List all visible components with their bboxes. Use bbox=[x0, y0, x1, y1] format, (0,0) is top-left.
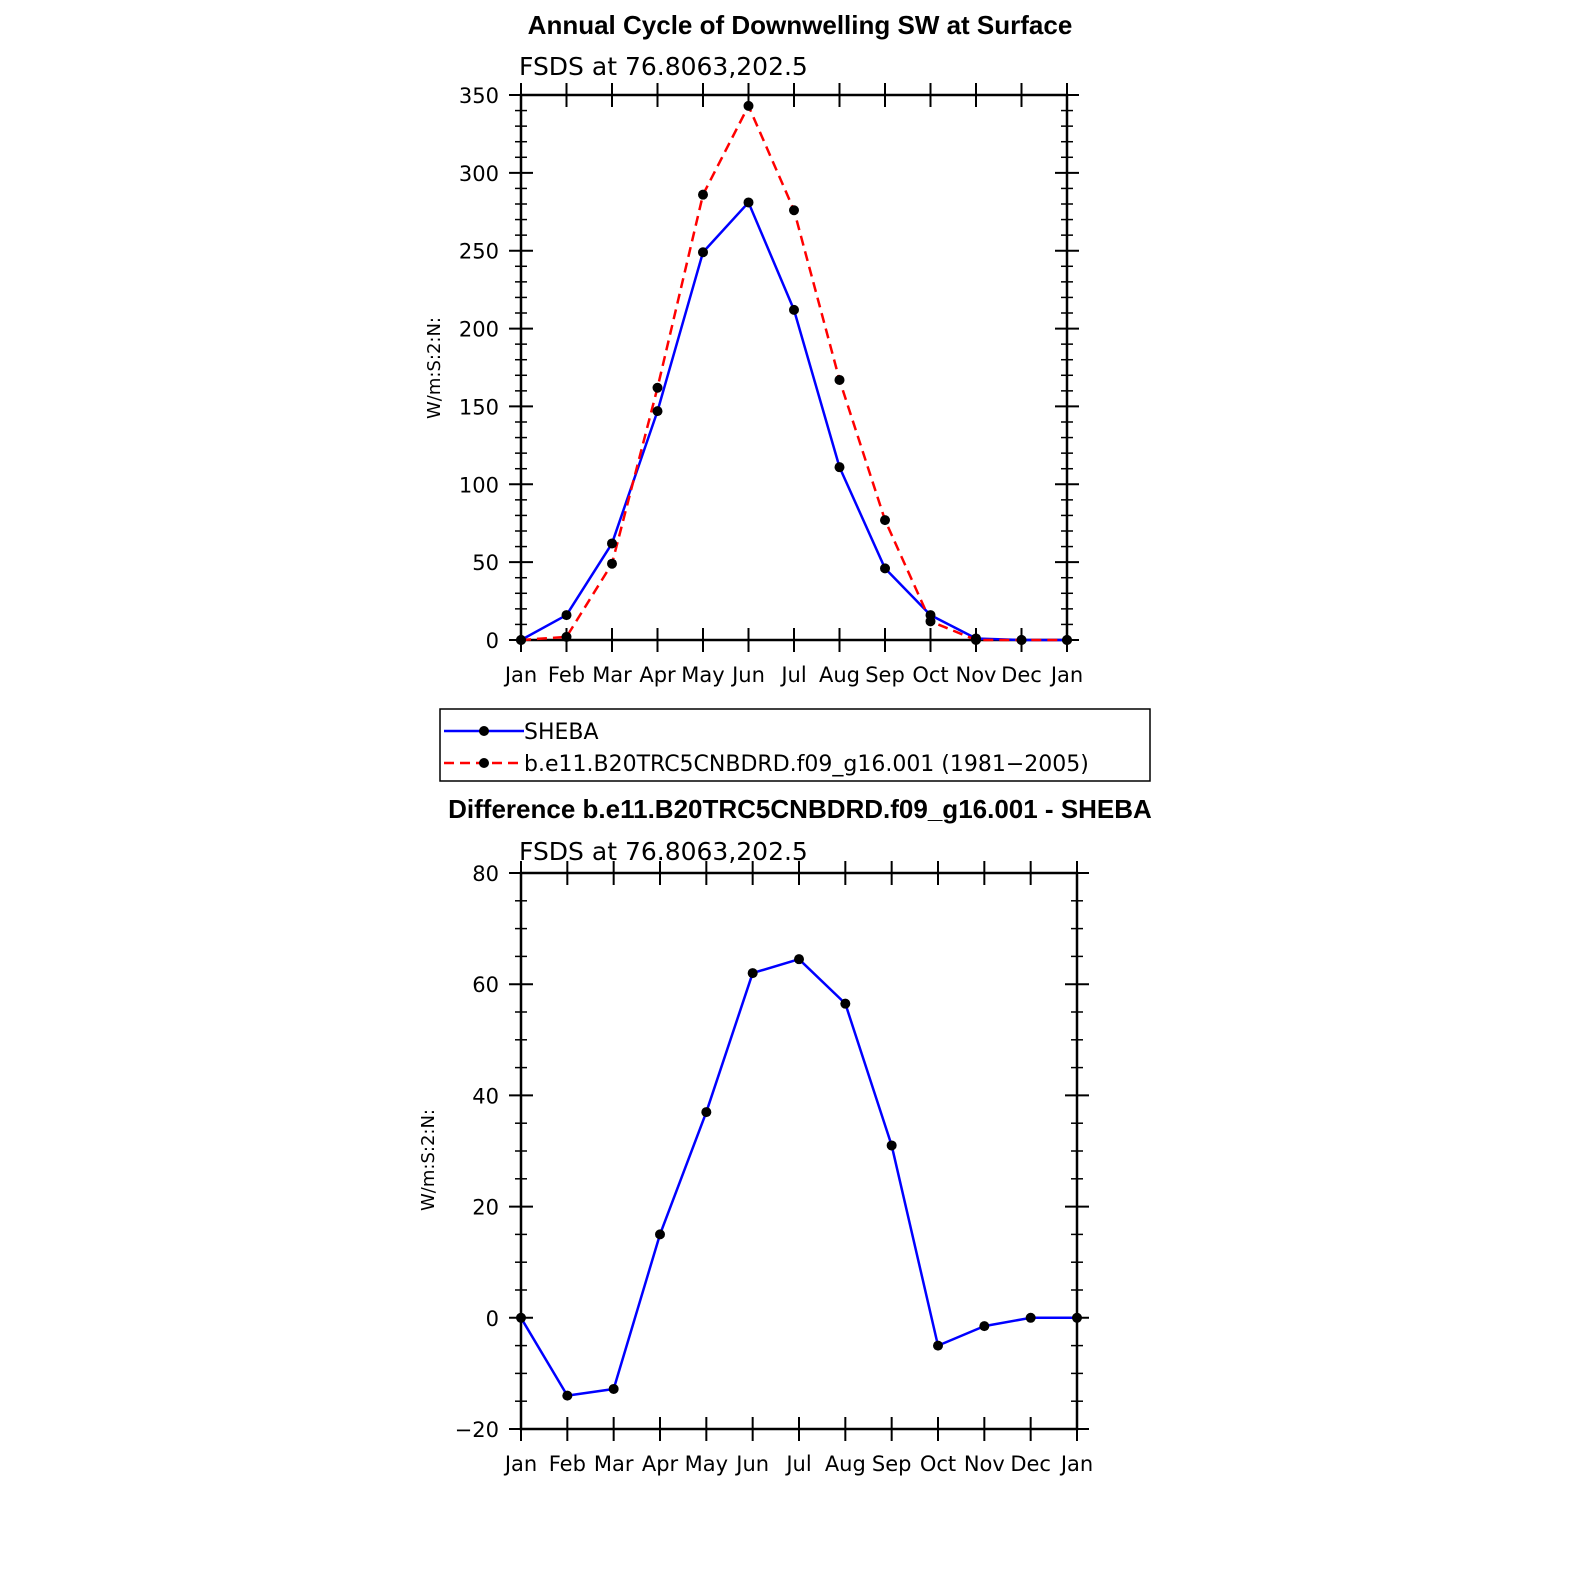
data-point bbox=[1062, 635, 1072, 645]
data-point bbox=[516, 1312, 526, 1323]
x-tick-label: Jan bbox=[1049, 663, 1083, 687]
x-tick-label: Jun bbox=[730, 663, 765, 687]
data-point bbox=[652, 382, 663, 393]
data-point bbox=[933, 1340, 943, 1351]
legend-label-model: b.e11.B20TRC5CNBDRD.f09_g16.001 (1981−20… bbox=[524, 752, 1089, 777]
data-point bbox=[747, 968, 758, 979]
data-point bbox=[1025, 1312, 1036, 1323]
x-tick-label: May bbox=[681, 663, 724, 687]
data-point bbox=[789, 205, 799, 216]
x-tick-label: Jul bbox=[784, 1452, 811, 1476]
data-point bbox=[880, 515, 890, 526]
y-tick-label: −20 bbox=[455, 1418, 499, 1442]
x-tick-label: Jul bbox=[779, 663, 806, 687]
data-point bbox=[886, 1140, 897, 1151]
x-tick-label: May bbox=[685, 1452, 728, 1476]
y-tick-label: 20 bbox=[472, 1196, 499, 1220]
axes: −20 0 20 40 60 80 Jan Feb Mar Apr May Jun Jul Aug Sep O… bbox=[455, 861, 1093, 1476]
x-tick-label: Jan bbox=[1059, 1452, 1093, 1476]
y-axis-label: W/m:S:2:N: bbox=[424, 317, 445, 419]
chart-subtitle: FSDS at 76.8063,202.5 bbox=[519, 52, 808, 81]
data-point bbox=[561, 631, 572, 642]
data-point bbox=[608, 1383, 619, 1394]
series-layer bbox=[516, 954, 1082, 1401]
data-point bbox=[698, 189, 708, 200]
y-tick-label: 60 bbox=[472, 973, 499, 997]
legend-box bbox=[439, 708, 1151, 782]
x-tick-label: Dec bbox=[1001, 663, 1042, 687]
x-tick-label: Dec bbox=[1010, 1452, 1051, 1476]
x-tick-label: Mar bbox=[594, 1452, 634, 1476]
x-tick-label: Aug bbox=[825, 1452, 866, 1476]
data-point bbox=[701, 1107, 712, 1118]
y-tick-label: 100 bbox=[459, 473, 499, 497]
data-point bbox=[607, 538, 617, 549]
data-point bbox=[652, 406, 663, 417]
y-axis-label: W/m:S:2:N: bbox=[418, 1109, 439, 1211]
y-tick-label: 50 bbox=[472, 551, 499, 575]
x-tick-label: Apr bbox=[642, 1452, 679, 1476]
x-tick-label: Sep bbox=[872, 1452, 912, 1476]
data-point bbox=[834, 374, 845, 385]
data-point bbox=[789, 304, 799, 315]
data-point bbox=[979, 1321, 990, 1332]
x-tick-label: Sep bbox=[865, 663, 905, 687]
y-tick-label: 250 bbox=[459, 240, 499, 264]
data-point bbox=[925, 616, 936, 627]
legend-label-sheba: SHEBA bbox=[524, 720, 599, 745]
data-point bbox=[743, 100, 754, 111]
x-tick-label: Jan bbox=[503, 663, 537, 687]
y-tick-label: 80 bbox=[472, 862, 499, 886]
y-tick-label: 40 bbox=[472, 1084, 499, 1108]
difference-chart: Difference b.e11.B20TRC5CNBDRD.f09_g16.0… bbox=[418, 794, 1152, 1476]
y-tick-label: 300 bbox=[459, 162, 499, 186]
data-point bbox=[1072, 1312, 1082, 1323]
x-tick-label: Nov bbox=[964, 1452, 1005, 1476]
series-line-0 bbox=[520, 201, 1067, 642]
x-tick-label: Oct bbox=[920, 1452, 956, 1476]
y-tick-label: 200 bbox=[459, 318, 499, 342]
chart-title: Difference b.e11.B20TRC5CNBDRD.f09_g16.0… bbox=[448, 794, 1152, 824]
x-tick-label: Apr bbox=[639, 663, 676, 687]
x-tick-label: Aug bbox=[819, 663, 860, 687]
data-point bbox=[516, 635, 526, 645]
x-tick-label: Nov bbox=[956, 663, 997, 687]
y-tick-label: 350 bbox=[459, 84, 499, 108]
data-point bbox=[561, 610, 572, 621]
data-point bbox=[971, 635, 981, 645]
x-tick-label: Jan bbox=[503, 1452, 537, 1476]
data-point bbox=[1016, 635, 1027, 645]
x-tick-label: Feb bbox=[549, 1452, 586, 1476]
series-line-0 bbox=[519, 957, 1077, 1397]
x-tick-label: Mar bbox=[592, 663, 632, 687]
y-tick-label: 0 bbox=[486, 1307, 499, 1331]
chart-title: Annual Cycle of Downwelling SW at Surfac… bbox=[528, 10, 1073, 40]
legend: SHEBA b.e11.B20TRC5CNBDRD.f09_g16.001 (1… bbox=[439, 708, 1151, 782]
data-point bbox=[655, 1229, 665, 1240]
data-point bbox=[880, 563, 890, 574]
x-tick-label: Feb bbox=[548, 663, 585, 687]
data-point bbox=[840, 998, 851, 1009]
data-point bbox=[607, 558, 617, 569]
annual-cycle-chart: Annual Cycle of Downwelling SW at Surfac… bbox=[424, 10, 1083, 687]
series-layer bbox=[516, 100, 1072, 645]
data-point bbox=[698, 247, 708, 258]
axes: 0 50 100 150 200 250 300 350 Jan Feb Mar Apr May Jun J… bbox=[459, 83, 1083, 687]
data-point bbox=[794, 954, 804, 965]
x-tick-label: Oct bbox=[912, 663, 948, 687]
data-point bbox=[743, 197, 754, 208]
y-tick-label: 150 bbox=[459, 395, 499, 419]
chart-subtitle: FSDS at 76.8063,202.5 bbox=[519, 837, 808, 866]
data-point bbox=[834, 462, 845, 473]
legend-marker-model bbox=[479, 758, 489, 768]
data-point bbox=[562, 1390, 573, 1401]
legend-marker-sheba bbox=[479, 726, 489, 736]
y-tick-label: 0 bbox=[486, 629, 499, 653]
x-tick-label: Jun bbox=[734, 1452, 769, 1476]
